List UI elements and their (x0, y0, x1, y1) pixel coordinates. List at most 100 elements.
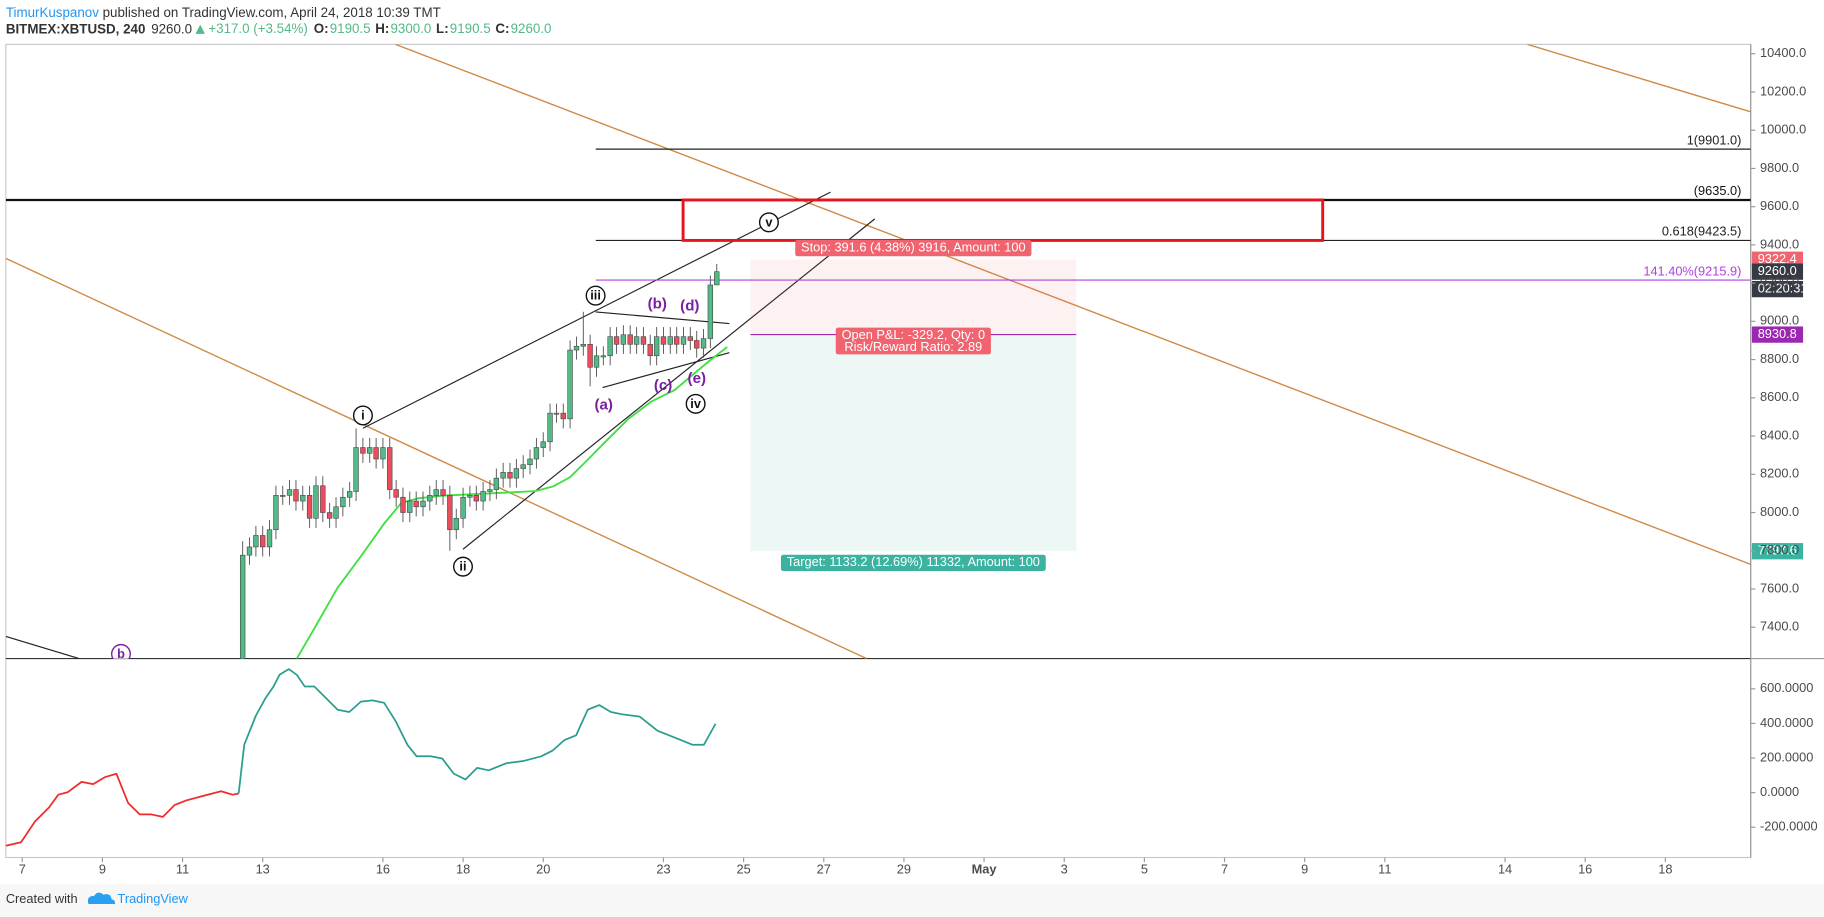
x-tick-label: 3 (1061, 862, 1068, 877)
wave-label: (c) (654, 377, 672, 394)
candle-body (380, 447, 386, 460)
candle-body (433, 489, 439, 496)
candle-body (346, 491, 353, 498)
line (237, 668, 717, 794)
wave-label: (a) (595, 397, 613, 414)
candle-body (520, 464, 526, 469)
x-tick-label: 25 (737, 862, 751, 877)
y-tick-label: 7800.0 (1760, 542, 1799, 557)
x-tick-label: 20 (536, 862, 550, 877)
wedge-upper (362, 191, 831, 429)
candle-body (640, 336, 647, 345)
candle-body (367, 447, 373, 454)
last-price: 9260.0 (151, 21, 192, 36)
y-tick-label: 0.0000 (1760, 784, 1799, 799)
candle-body (593, 355, 600, 368)
candle-body (573, 345, 580, 351)
y-tick-label: 10400.0 (1760, 45, 1806, 60)
y-tick-label: 8400.0 (1760, 427, 1799, 442)
line (295, 346, 728, 659)
countdown-box (1751, 280, 1804, 298)
y-tick-label: 9200.0 (1760, 275, 1799, 290)
candle-body (440, 489, 446, 496)
candle-body (613, 336, 620, 345)
wave-circle (758, 212, 779, 233)
candle-body (340, 496, 346, 508)
candle-body (447, 495, 453, 531)
label-box (780, 554, 1046, 572)
candle-body (393, 489, 399, 498)
candle-body (266, 529, 273, 548)
candle-body (313, 485, 319, 519)
author[interactable]: TimurKuspanov (6, 5, 99, 20)
x-tick-label: 29 (897, 862, 911, 877)
trend-line (1527, 44, 1751, 113)
level-label: 0.618(9423.5) (1662, 224, 1742, 239)
price-label-box (1751, 263, 1804, 280)
y-tick-label: 9600.0 (1760, 198, 1799, 213)
price-label: 8930.8 (1758, 326, 1797, 341)
x-tick-label: 7 (1221, 862, 1228, 877)
trend-line (5, 257, 867, 659)
candle-body (333, 506, 339, 519)
candle-body (253, 535, 259, 548)
y-tick-label: 9800.0 (1760, 160, 1799, 175)
x-tick-label: 14 (1498, 862, 1512, 877)
x-tick-label: 23 (656, 862, 670, 877)
up-arrow (195, 24, 205, 34)
candle-body (667, 336, 673, 345)
countdown: 02:20:31 (1758, 280, 1808, 295)
candle-body (420, 500, 426, 508)
y-tick-label: 9000.0 (1760, 313, 1799, 328)
label-text: Target: 1133.2 (12.69%) 11332, Amount: 1… (787, 554, 1040, 569)
candle-body (513, 468, 520, 479)
candle-body (700, 338, 707, 349)
x-tick-label: 18 (1658, 862, 1672, 877)
candle-body (353, 447, 359, 492)
candle-body (567, 349, 573, 420)
level-label: 141.40%(9215.9) (1643, 263, 1741, 278)
wave-circle (452, 556, 473, 577)
overlay: Stop: 391.6 (4.38%) 3916, Amount: 100 Ope… (780, 239, 1808, 572)
candle-body (553, 412, 560, 415)
wave-circle (585, 285, 606, 306)
label-text: Open P&L: -329.2, Qty: 0 (842, 327, 986, 342)
ohlc-value: 9260.0 (511, 21, 552, 36)
logo (87, 892, 116, 905)
candle-body (633, 336, 640, 345)
y-tick-label: 400.0000 (1760, 715, 1813, 730)
candle-body (326, 512, 333, 519)
price-label: 9260.0 (1758, 263, 1797, 278)
footer-bar (0, 884, 1824, 917)
candle-body (460, 496, 466, 519)
x-tick-label: 16 (376, 862, 390, 877)
candle-body (533, 447, 540, 460)
x-tick-label: 16 (1578, 862, 1592, 877)
y-tick-label: 10000.0 (1760, 122, 1806, 137)
candle-body (427, 495, 433, 502)
wave-label: ii (459, 559, 466, 574)
price-label-box (1751, 326, 1804, 343)
candle-body (400, 496, 406, 513)
wave-label: b (117, 646, 125, 661)
label-text: Stop: 391.6 (4.38%) 3916, Amount: 100 (801, 239, 1026, 254)
header-ohlc: +317.0 (+3.54%) O: 9190.5 H: 9300.0 L: 9190.5 C… (195, 21, 552, 36)
y-tick-label: 7400.0 (1760, 619, 1799, 634)
trend-line (395, 44, 1751, 566)
candle-body (487, 489, 493, 492)
x-tick-label: 9 (99, 862, 106, 877)
triangle-upper (595, 311, 730, 325)
wave-circle (685, 393, 706, 414)
footer-created: Created with (6, 891, 78, 906)
footer-brand[interactable]: TradingView (117, 891, 188, 906)
candle-body (587, 344, 593, 368)
candle-body (407, 500, 413, 513)
candle-body (540, 441, 546, 448)
wedge-lower (462, 218, 876, 550)
candle-body (674, 336, 680, 345)
candle-body (493, 477, 500, 490)
candle-body (413, 500, 419, 508)
ohlc-label: L: (436, 21, 449, 36)
